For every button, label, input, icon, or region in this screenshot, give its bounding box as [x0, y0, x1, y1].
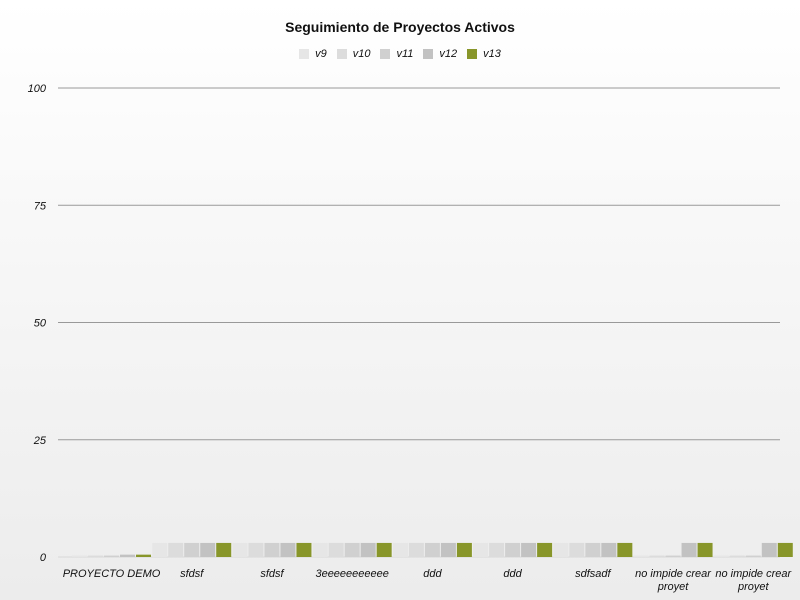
- bar-v10: [569, 542, 585, 557]
- x-tick-label: sdfsadf: [575, 568, 611, 580]
- x-tick-label: ddd: [503, 568, 522, 580]
- bar-v10: [88, 555, 103, 557]
- bar-v12: [200, 542, 216, 557]
- legend: v9 v10 v11 v12 v13: [0, 48, 800, 60]
- bar-v13: [617, 542, 633, 557]
- bar-v10: [649, 555, 665, 557]
- x-tick-label: sfdsf: [260, 568, 284, 580]
- legend-swatch: [423, 49, 434, 59]
- bar-v9: [72, 555, 87, 557]
- bar-v10: [248, 542, 264, 557]
- bar-v12: [280, 542, 296, 557]
- bar-v13: [296, 542, 312, 557]
- y-tick-label: 25: [33, 435, 47, 447]
- x-tick-label: no impide crear: [715, 568, 792, 580]
- bar-v10: [168, 542, 184, 557]
- legend-label: v11: [396, 48, 414, 60]
- bar-v10: [408, 542, 424, 557]
- bar-v10: [729, 555, 745, 557]
- bar-v13: [136, 554, 151, 557]
- bar-v11: [585, 542, 601, 557]
- bar-v12: [761, 542, 777, 557]
- bar-v9: [633, 555, 649, 557]
- x-tick-label: proyet: [657, 581, 690, 593]
- bar-v12: [440, 542, 456, 557]
- x-tick-label: 3eeeeeeeeeee: [315, 568, 388, 580]
- legend-label: v10: [352, 48, 371, 60]
- bar-v10: [328, 542, 344, 557]
- bar-v11: [104, 555, 119, 557]
- bar-v12: [601, 542, 617, 557]
- bar-v12: [681, 542, 697, 557]
- bar-v11: [505, 542, 521, 557]
- bar-v11: [344, 542, 360, 557]
- chart-title: Seguimiento de Proyectos Activos: [285, 19, 515, 35]
- legend-label: v12: [439, 48, 458, 60]
- bar-v12: [120, 554, 135, 557]
- x-tick-label: proyet: [737, 581, 770, 593]
- bar-v9: [312, 542, 328, 557]
- bar-v13: [376, 542, 392, 557]
- bar-v11: [745, 555, 761, 557]
- legend-swatch: [380, 49, 391, 59]
- bar-v12: [360, 542, 376, 557]
- legend-swatch: [299, 49, 310, 59]
- bar-v10: [489, 542, 505, 557]
- bar-v9: [473, 542, 489, 557]
- legend-item-v11: v11: [380, 48, 413, 60]
- legend-label: v9: [315, 48, 327, 60]
- bar-v13: [537, 542, 553, 557]
- y-tick-label: 100: [28, 83, 47, 95]
- bar-v9: [392, 542, 408, 557]
- x-tick-label: ddd: [423, 568, 442, 580]
- legend-label: v13: [483, 48, 501, 60]
- y-tick-label: 0: [40, 552, 47, 564]
- bar-v9: [152, 542, 168, 557]
- legend-item-v13: v13: [467, 48, 501, 60]
- legend-item-v10: v10: [336, 48, 371, 60]
- bar-v11: [665, 555, 681, 557]
- legend-item-v9: v9: [299, 48, 327, 60]
- x-tick-label: sfdsf: [180, 568, 204, 580]
- legend-swatch: [336, 49, 347, 59]
- y-tick-label: 50: [34, 318, 47, 330]
- bar-v11: [264, 542, 280, 557]
- legend-item-v12: v12: [423, 48, 457, 60]
- bar-v9: [713, 555, 729, 557]
- bar-v9: [553, 542, 569, 557]
- bar-v9: [232, 542, 248, 557]
- bar-v11: [424, 542, 440, 557]
- bar-v11: [184, 542, 200, 557]
- bar-v13: [456, 542, 472, 557]
- x-tick-label: no impide crear: [635, 568, 712, 580]
- x-tick-label: PROYECTO DEMO: [63, 568, 161, 580]
- y-tick-label: 75: [34, 200, 47, 212]
- bar-v12: [521, 542, 537, 557]
- bar-v13: [777, 542, 793, 557]
- bar-v13: [216, 542, 232, 557]
- bar-v13: [697, 542, 713, 557]
- legend-swatch: [467, 49, 478, 59]
